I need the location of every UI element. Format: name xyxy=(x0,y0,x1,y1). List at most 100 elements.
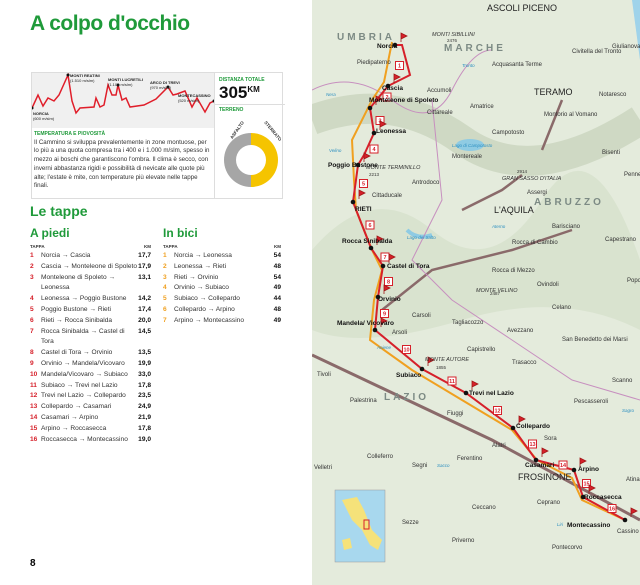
stage-number-text: 14 xyxy=(560,463,567,469)
stage-stop-marker xyxy=(367,105,373,111)
stage-number-badge xyxy=(395,61,404,70)
stage-km: 54 xyxy=(273,273,281,281)
stage-route: Poggio Bustone → Rieti xyxy=(41,305,112,313)
stage-number-text: 12 xyxy=(494,409,500,415)
route-map: 12345678910111213141516 UMBRIAMARCHELAZI… xyxy=(312,0,640,585)
stage-km: 17,7 xyxy=(138,252,151,259)
map-label-water: Liri xyxy=(557,522,564,527)
climate-text: Il Cammino si sviluppa prevalentemente i… xyxy=(34,138,210,190)
stage-number: 4 xyxy=(30,295,34,303)
map-label-mountain: MONTI SIBILLINI xyxy=(432,32,475,38)
stage-number: 8 xyxy=(30,349,34,357)
terrain-label: TERRENO xyxy=(219,107,244,113)
map-label-town: Piedipaterno xyxy=(357,60,391,66)
map-label-town: Segni xyxy=(412,463,428,469)
stage-row: 2 Leonessa → Rieti 48 xyxy=(163,262,281,273)
map-label-town: Scanno xyxy=(612,378,633,384)
map-label-citie: ASCOLI PICENO xyxy=(487,3,558,13)
map-label-town: Pescasseroli xyxy=(574,399,609,405)
stage-number: 5 xyxy=(30,305,34,313)
map-label-town: Cassino xyxy=(617,529,639,535)
stage-route: Arpino → Montecassino xyxy=(174,316,245,324)
map-label-stop: Cascia xyxy=(382,85,403,92)
stage-km: 13,5 xyxy=(138,349,151,357)
inset-highlight xyxy=(363,519,370,530)
stage-number-badge xyxy=(528,439,537,449)
stage-number-badge xyxy=(365,220,375,230)
map-label-town: Capestrano xyxy=(605,237,637,243)
stage-route: Collepardo → Casamari xyxy=(41,403,112,411)
stage-route: Leonessa → Poggio Bustone xyxy=(41,295,127,303)
stage-number-text: 2 xyxy=(385,95,388,101)
map-label-region: ABRUZZO xyxy=(534,197,604,208)
stage-number: 14 xyxy=(30,413,38,421)
stage-stop-marker xyxy=(463,390,469,396)
col-tappa: TAPPA xyxy=(30,244,45,249)
map-label-town: Antrodoco xyxy=(412,180,440,186)
map-label-region: UMBRIA xyxy=(337,32,395,43)
map-label-town: Notaresco xyxy=(599,92,627,98)
stage-route: Orvinio → Mandela/Vicovaro xyxy=(41,359,125,367)
flag-icon xyxy=(471,380,479,390)
stage-number-badge xyxy=(359,179,368,188)
stage-number-badge xyxy=(558,460,568,470)
map-label-town: Giulianova xyxy=(612,44,640,50)
map-label-town: Civitella del Tronto xyxy=(572,49,622,55)
map-label-town: Bisenti xyxy=(602,150,621,156)
stage-row: 4 Leonessa → Poggio Bustone 14,2 xyxy=(30,294,151,305)
highway xyxy=(312,353,640,522)
stage-km: 49 xyxy=(273,284,281,292)
stage-row: 13 Collepardo → Casamari 24,9 xyxy=(30,402,151,413)
stage-stop-marker xyxy=(419,366,425,372)
map-label-water: Aterno xyxy=(492,224,506,229)
map-label-town: Tivoli xyxy=(317,372,331,378)
stage-number-text: 7 xyxy=(383,255,386,261)
map-label-elevation: 2213 xyxy=(369,172,380,177)
flag-icon xyxy=(588,484,596,494)
stage-route: Rocca Sinibalda → Castel di Tora xyxy=(41,327,125,346)
stage-route: Norcia → Cascia xyxy=(41,252,91,259)
map-label-elevation: 2914 xyxy=(517,169,528,174)
map-label-mountain: MONTE TERMINILLO xyxy=(366,165,421,171)
stage-stop-marker xyxy=(355,162,361,168)
map-label-stop: Poggio Bustone xyxy=(328,162,378,169)
peak-label: MONTECASSINO (520 m/slm) xyxy=(178,93,211,103)
stage-route: Arpino → Roccasecca xyxy=(41,424,107,432)
walk-title: A piedi xyxy=(30,226,70,240)
stage-km: 17,8 xyxy=(138,381,151,389)
map-label-stop: Leonessa xyxy=(376,128,406,135)
stage-stop-marker xyxy=(392,42,398,48)
stage-route: Roccasecca → Montecassino xyxy=(41,435,128,443)
stage-route: Orvinio → Subiaco xyxy=(174,284,229,292)
stage-row: 7 Rocca Sinibalda → Castel di Tora 14,5 xyxy=(30,327,151,349)
peak-marker xyxy=(30,106,34,110)
walk-route-line xyxy=(351,44,626,521)
map-label-stop: Montecassino xyxy=(567,522,611,529)
stage-number-text: 6 xyxy=(368,223,371,229)
map-label-water: Tronto xyxy=(462,63,475,68)
stage-row: 9 Orvinio → Mandela/Vicovaro 19,9 xyxy=(30,359,151,370)
stage-route: Rieti → Rocca Sinibalda xyxy=(41,316,113,324)
map-label-stop: Subiaco xyxy=(396,372,422,379)
stage-stop-marker xyxy=(368,245,374,251)
stage-number-badge xyxy=(447,376,457,386)
elevation-line xyxy=(31,72,215,115)
map-label-region: LAZIO xyxy=(384,392,429,403)
elevation-profile: NORCIA (600 m/slm) MONTI REATINI (1.510 m/… xyxy=(30,72,216,128)
stage-stop-marker xyxy=(380,263,386,269)
map-label-town: Capistrello xyxy=(467,347,496,353)
map-label-town: Rocca di Mezzo xyxy=(492,268,535,274)
climate-section: TEMPERATURA E PIOVOSITÀ Il Cammino si sv… xyxy=(34,128,212,191)
stage-row: 3 Monteleone di Spoleto → Leonessa 13,1 xyxy=(30,273,151,295)
map-label-town: Ceccano xyxy=(472,505,496,511)
stage-km: 23,5 xyxy=(138,392,151,400)
stage-km: 17,8 xyxy=(138,424,151,432)
stage-route: Mandela/Vicovaro → Subiaco xyxy=(41,370,128,378)
map-label-town: Colleferro xyxy=(367,454,394,460)
stages-title: Le tappe xyxy=(30,203,88,219)
map-label-citie: FROSINONE xyxy=(518,472,572,482)
map-label-stop: Roccasecca xyxy=(584,494,622,501)
stage-number: 12 xyxy=(30,392,38,400)
col-tappa: TAPPA xyxy=(163,244,178,249)
peak-marker xyxy=(66,73,70,77)
